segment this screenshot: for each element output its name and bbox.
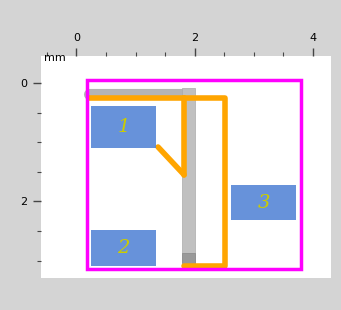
Bar (232, 185, 296, 220)
Bar (182, 88, 195, 262)
Bar (182, 254, 195, 267)
Text: 2: 2 (118, 239, 130, 257)
Text: 3: 3 (258, 194, 270, 212)
Bar (91, 106, 156, 148)
Text: 1: 1 (118, 118, 130, 136)
Bar (87, 80, 301, 269)
Bar (91, 230, 156, 267)
Text: mm: mm (44, 53, 65, 63)
